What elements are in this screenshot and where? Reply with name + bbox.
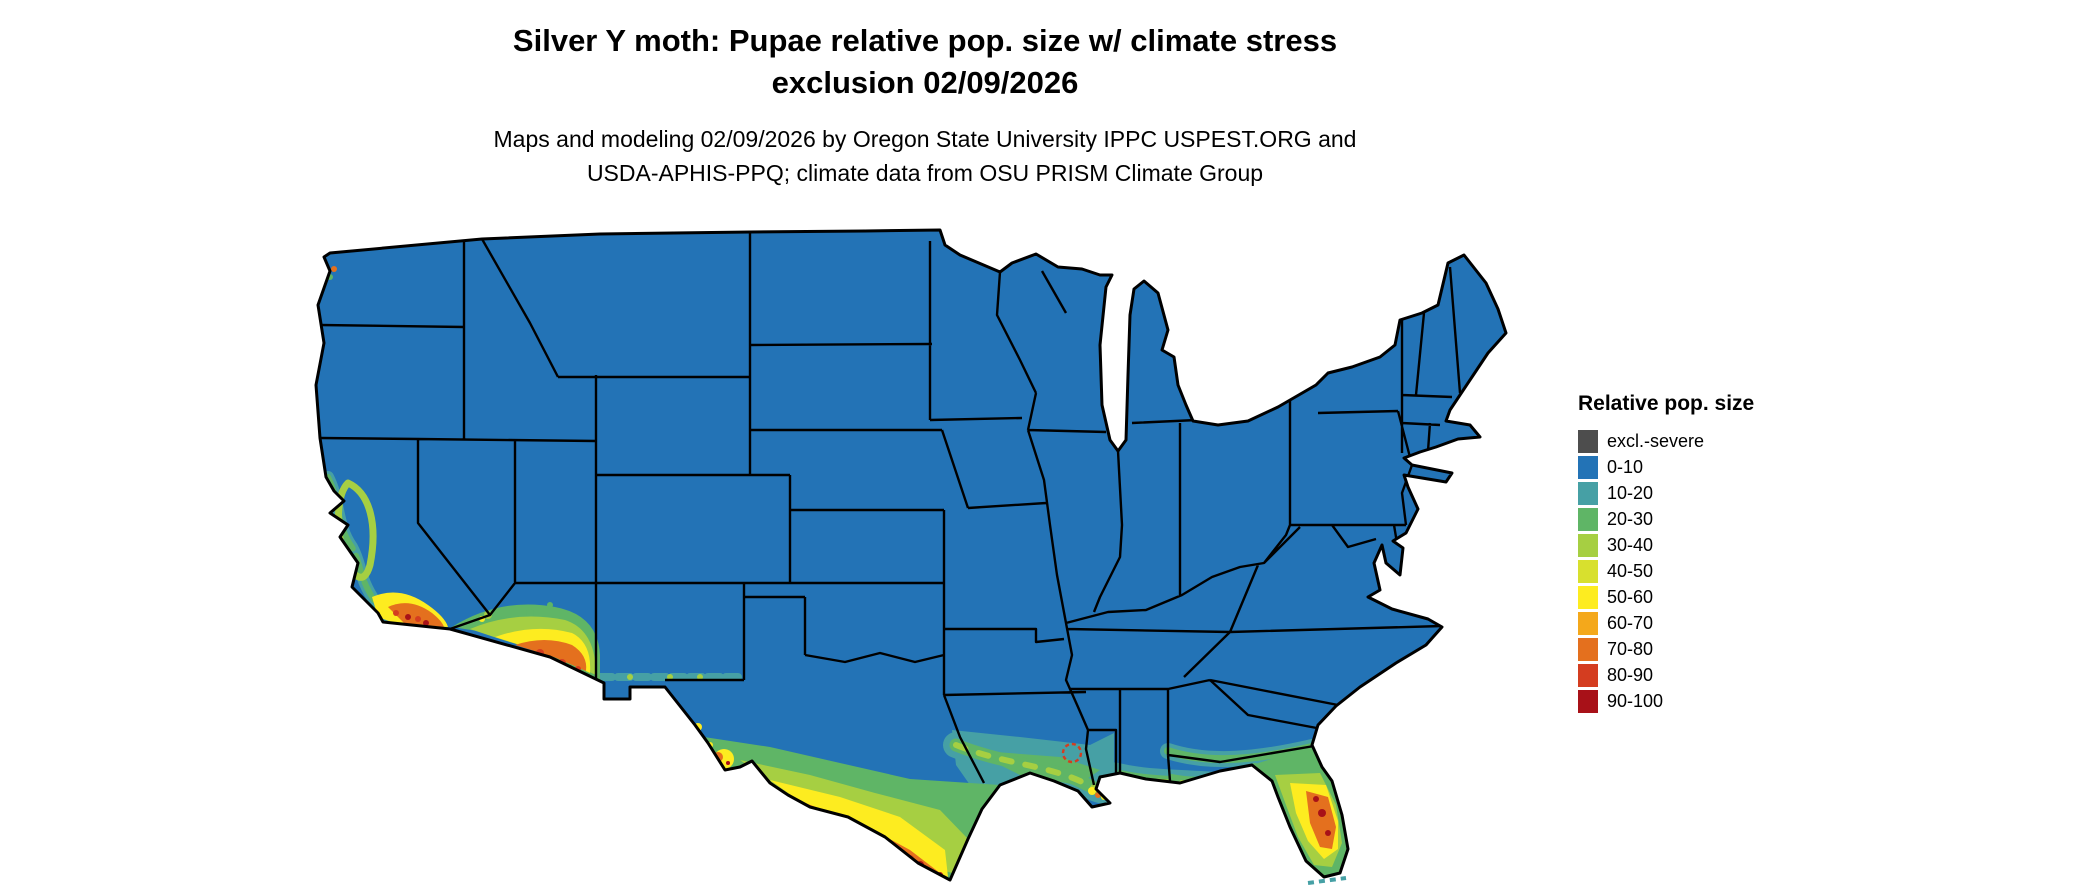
legend-swatch bbox=[1578, 663, 1598, 687]
legend-label: 50-60 bbox=[1607, 586, 1654, 607]
legend-label: 90-100 bbox=[1607, 690, 1664, 711]
state-borders bbox=[319, 232, 1462, 786]
legend-swatch bbox=[1578, 455, 1598, 479]
map-subtitle-line1: Maps and modeling 02/09/2026 by Oregon S… bbox=[493, 126, 1357, 152]
us-map bbox=[314, 228, 1508, 885]
legend-label: 0-10 bbox=[1607, 456, 1644, 477]
legend-swatch bbox=[1578, 585, 1598, 609]
map-title: Silver Y moth: Pupae relative pop. size … bbox=[0, 20, 1850, 104]
legend-item: 40-50 bbox=[1578, 558, 1754, 584]
legend-items: excl.-severe 0-10 10-20 20-30 30-40 40-50 50-6… bbox=[1578, 428, 1754, 714]
legend-label: 10-20 bbox=[1607, 482, 1654, 503]
legend-label: 80-90 bbox=[1607, 664, 1654, 685]
legend-item: 60-70 bbox=[1578, 610, 1754, 636]
legend-label: excl.-severe bbox=[1607, 430, 1705, 451]
map-title-line2: exclusion 02/09/2026 bbox=[771, 65, 1079, 100]
map-subtitle: Maps and modeling 02/09/2026 by Oregon S… bbox=[0, 122, 1850, 190]
legend-label: 40-50 bbox=[1607, 560, 1654, 581]
legend-label: 70-80 bbox=[1607, 638, 1654, 659]
legend-item: 20-30 bbox=[1578, 506, 1754, 532]
legend-item: 30-40 bbox=[1578, 532, 1754, 558]
legend-swatch bbox=[1578, 429, 1598, 453]
map-title-line1: Silver Y moth: Pupae relative pop. size … bbox=[512, 23, 1338, 58]
legend-swatch bbox=[1578, 559, 1598, 583]
legend-swatch bbox=[1578, 689, 1598, 713]
legend-item: 10-20 bbox=[1578, 480, 1754, 506]
legend-swatch bbox=[1578, 507, 1598, 531]
legend: Relative pop. size excl.-severe 0-10 10-20… bbox=[1578, 392, 1754, 714]
legend-swatch bbox=[1578, 637, 1598, 661]
legend-swatch bbox=[1578, 481, 1598, 505]
map-subtitle-line2: USDA-APHIS-PPQ; climate data from OSU PR… bbox=[586, 160, 1264, 186]
legend-label: 20-30 bbox=[1607, 508, 1654, 529]
florida-keys bbox=[1307, 876, 1347, 885]
legend-item: excl.-severe bbox=[1578, 428, 1754, 454]
legend-swatch bbox=[1578, 611, 1598, 635]
legend-item: 50-60 bbox=[1578, 584, 1754, 610]
legend-label: 30-40 bbox=[1607, 534, 1654, 555]
legend-label: 60-70 bbox=[1607, 612, 1654, 633]
legend-swatch bbox=[1578, 533, 1598, 557]
legend-item: 90-100 bbox=[1578, 688, 1754, 714]
legend-title: Relative pop. size bbox=[1578, 392, 1755, 415]
legend-item: 70-80 bbox=[1578, 636, 1754, 662]
dashed-circle-marker bbox=[1061, 742, 1083, 764]
legend-item: 0-10 bbox=[1578, 454, 1754, 480]
legend-item: 80-90 bbox=[1578, 662, 1754, 688]
